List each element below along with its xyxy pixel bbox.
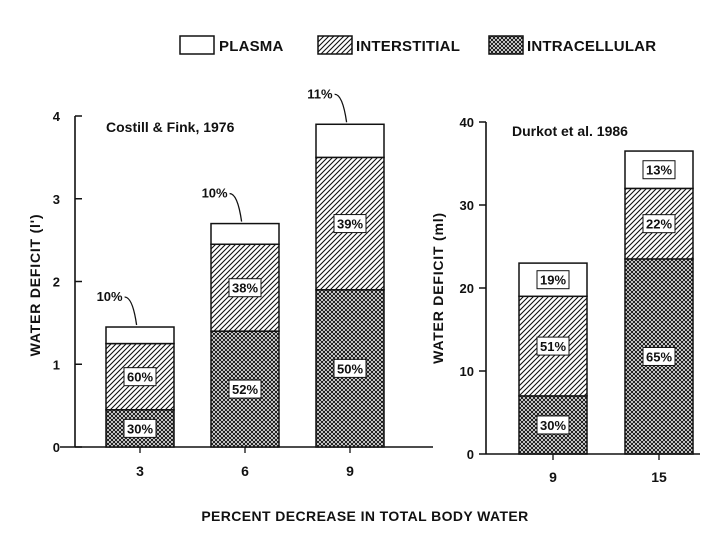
left-data-label-plasma-6: 10% — [202, 186, 228, 201]
left-data-label-box — [228, 379, 262, 399]
left-data-label-intracellular-6: 52% — [232, 382, 258, 397]
left-data-label-interstitial-3: 60% — [127, 370, 153, 385]
legend-swatch-plasma — [179, 35, 215, 55]
right-data-label-plasma-9: 19% — [540, 273, 566, 288]
right-data-label-box — [536, 336, 570, 356]
x-axis-title: PERCENT DECREASE IN TOTAL BODY WATER — [201, 508, 528, 524]
left-data-label-box — [333, 358, 367, 378]
right-y-tick-label: 20 — [460, 281, 474, 296]
right-data-label-intracellular-9: 30% — [540, 418, 566, 433]
left-y-tick-label: 4 — [53, 109, 61, 124]
right-x-tick-label-15: 15 — [651, 469, 667, 485]
left-bar-plasma-3 — [105, 326, 175, 345]
legend: PLASMA INTERSTITIAL INTRACELLULAR — [179, 35, 656, 55]
left-bar-plasma-6 — [210, 222, 280, 246]
left-data-label-plasma-9: 11% — [307, 86, 333, 101]
right-data-label-plasma-15: 13% — [646, 163, 672, 178]
right-data-label-interstitial-9: 51% — [540, 339, 566, 354]
left-data-label-interstitial-6: 38% — [232, 281, 258, 296]
right-y-tick-label: 30 — [460, 198, 474, 213]
left-x-tick-label-6: 6 — [241, 463, 249, 479]
legend-item-plasma: PLASMA — [179, 35, 284, 55]
right-y-tick-label: 10 — [460, 364, 474, 379]
right-data-label-interstitial-15: 22% — [646, 217, 672, 232]
right-data-label-box — [642, 346, 676, 366]
legend-item-intracellular: INTRACELLULAR — [488, 35, 656, 55]
right-x-tick-label-9: 9 — [549, 469, 557, 485]
left-data-label-interstitial-9: 39% — [337, 217, 363, 232]
right-y-tick-label: 0 — [467, 447, 474, 462]
left-data-label-box — [228, 278, 262, 298]
legend-swatch-interstitial — [317, 35, 353, 55]
right-data-label-box — [536, 270, 570, 290]
right-panel-annotation: Durkot et al. 1986 — [512, 123, 628, 139]
left-data-label-box — [333, 214, 367, 234]
right-bar-intracellular-15 — [624, 258, 694, 455]
left-bar-plasma-9 — [315, 123, 385, 159]
legend-label-plasma: PLASMA — [219, 38, 284, 55]
right-data-label-intracellular-15: 65% — [646, 349, 672, 364]
left-leader-line — [124, 296, 138, 326]
left-data-label-plasma-3: 10% — [97, 289, 123, 304]
right-y-axis-label: WATER DEFICIT (ml) — [430, 212, 446, 364]
left-y-tick-label: 2 — [53, 275, 60, 290]
left-leader-line — [334, 93, 348, 123]
right-data-label-box — [642, 214, 676, 234]
left-x-tick-label-3: 3 — [136, 463, 144, 479]
left-y-axis-label: WATER DEFICIT (l') — [27, 214, 43, 357]
left-data-label-box — [123, 418, 157, 438]
left-y-tick-label: 3 — [53, 192, 60, 207]
left-y-tick-label: 1 — [53, 357, 60, 372]
left-panel-annotation: Costill & Fink, 1976 — [106, 119, 235, 135]
left-data-label-box — [123, 367, 157, 387]
legend-label-intracellular: INTRACELLULAR — [527, 38, 656, 55]
right-data-label-box — [642, 160, 676, 180]
left-data-label-intracellular-3: 30% — [127, 421, 153, 436]
left-x-tick-label-9: 9 — [346, 463, 354, 479]
legend-swatch-intracellular — [488, 35, 524, 55]
right-plot: 0 10 20 30 40 30% 51% 19% 9 65% 22% 13% 15 — [460, 115, 700, 485]
left-y-tick-label: 0 — [53, 440, 60, 455]
right-data-label-box — [536, 415, 570, 435]
legend-item-interstitial: INTERSTITIAL — [317, 35, 460, 55]
left-plot: 0 1 2 3 4 30% 60% 10% 3 52% 38% 10% 6 50% 39% 11% 9 — [53, 86, 433, 479]
left-leader-line — [229, 192, 243, 222]
left-data-label-intracellular-9: 50% — [337, 361, 363, 376]
legend-label-interstitial: INTERSTITIAL — [356, 38, 460, 55]
right-y-tick-label: 40 — [460, 115, 474, 130]
